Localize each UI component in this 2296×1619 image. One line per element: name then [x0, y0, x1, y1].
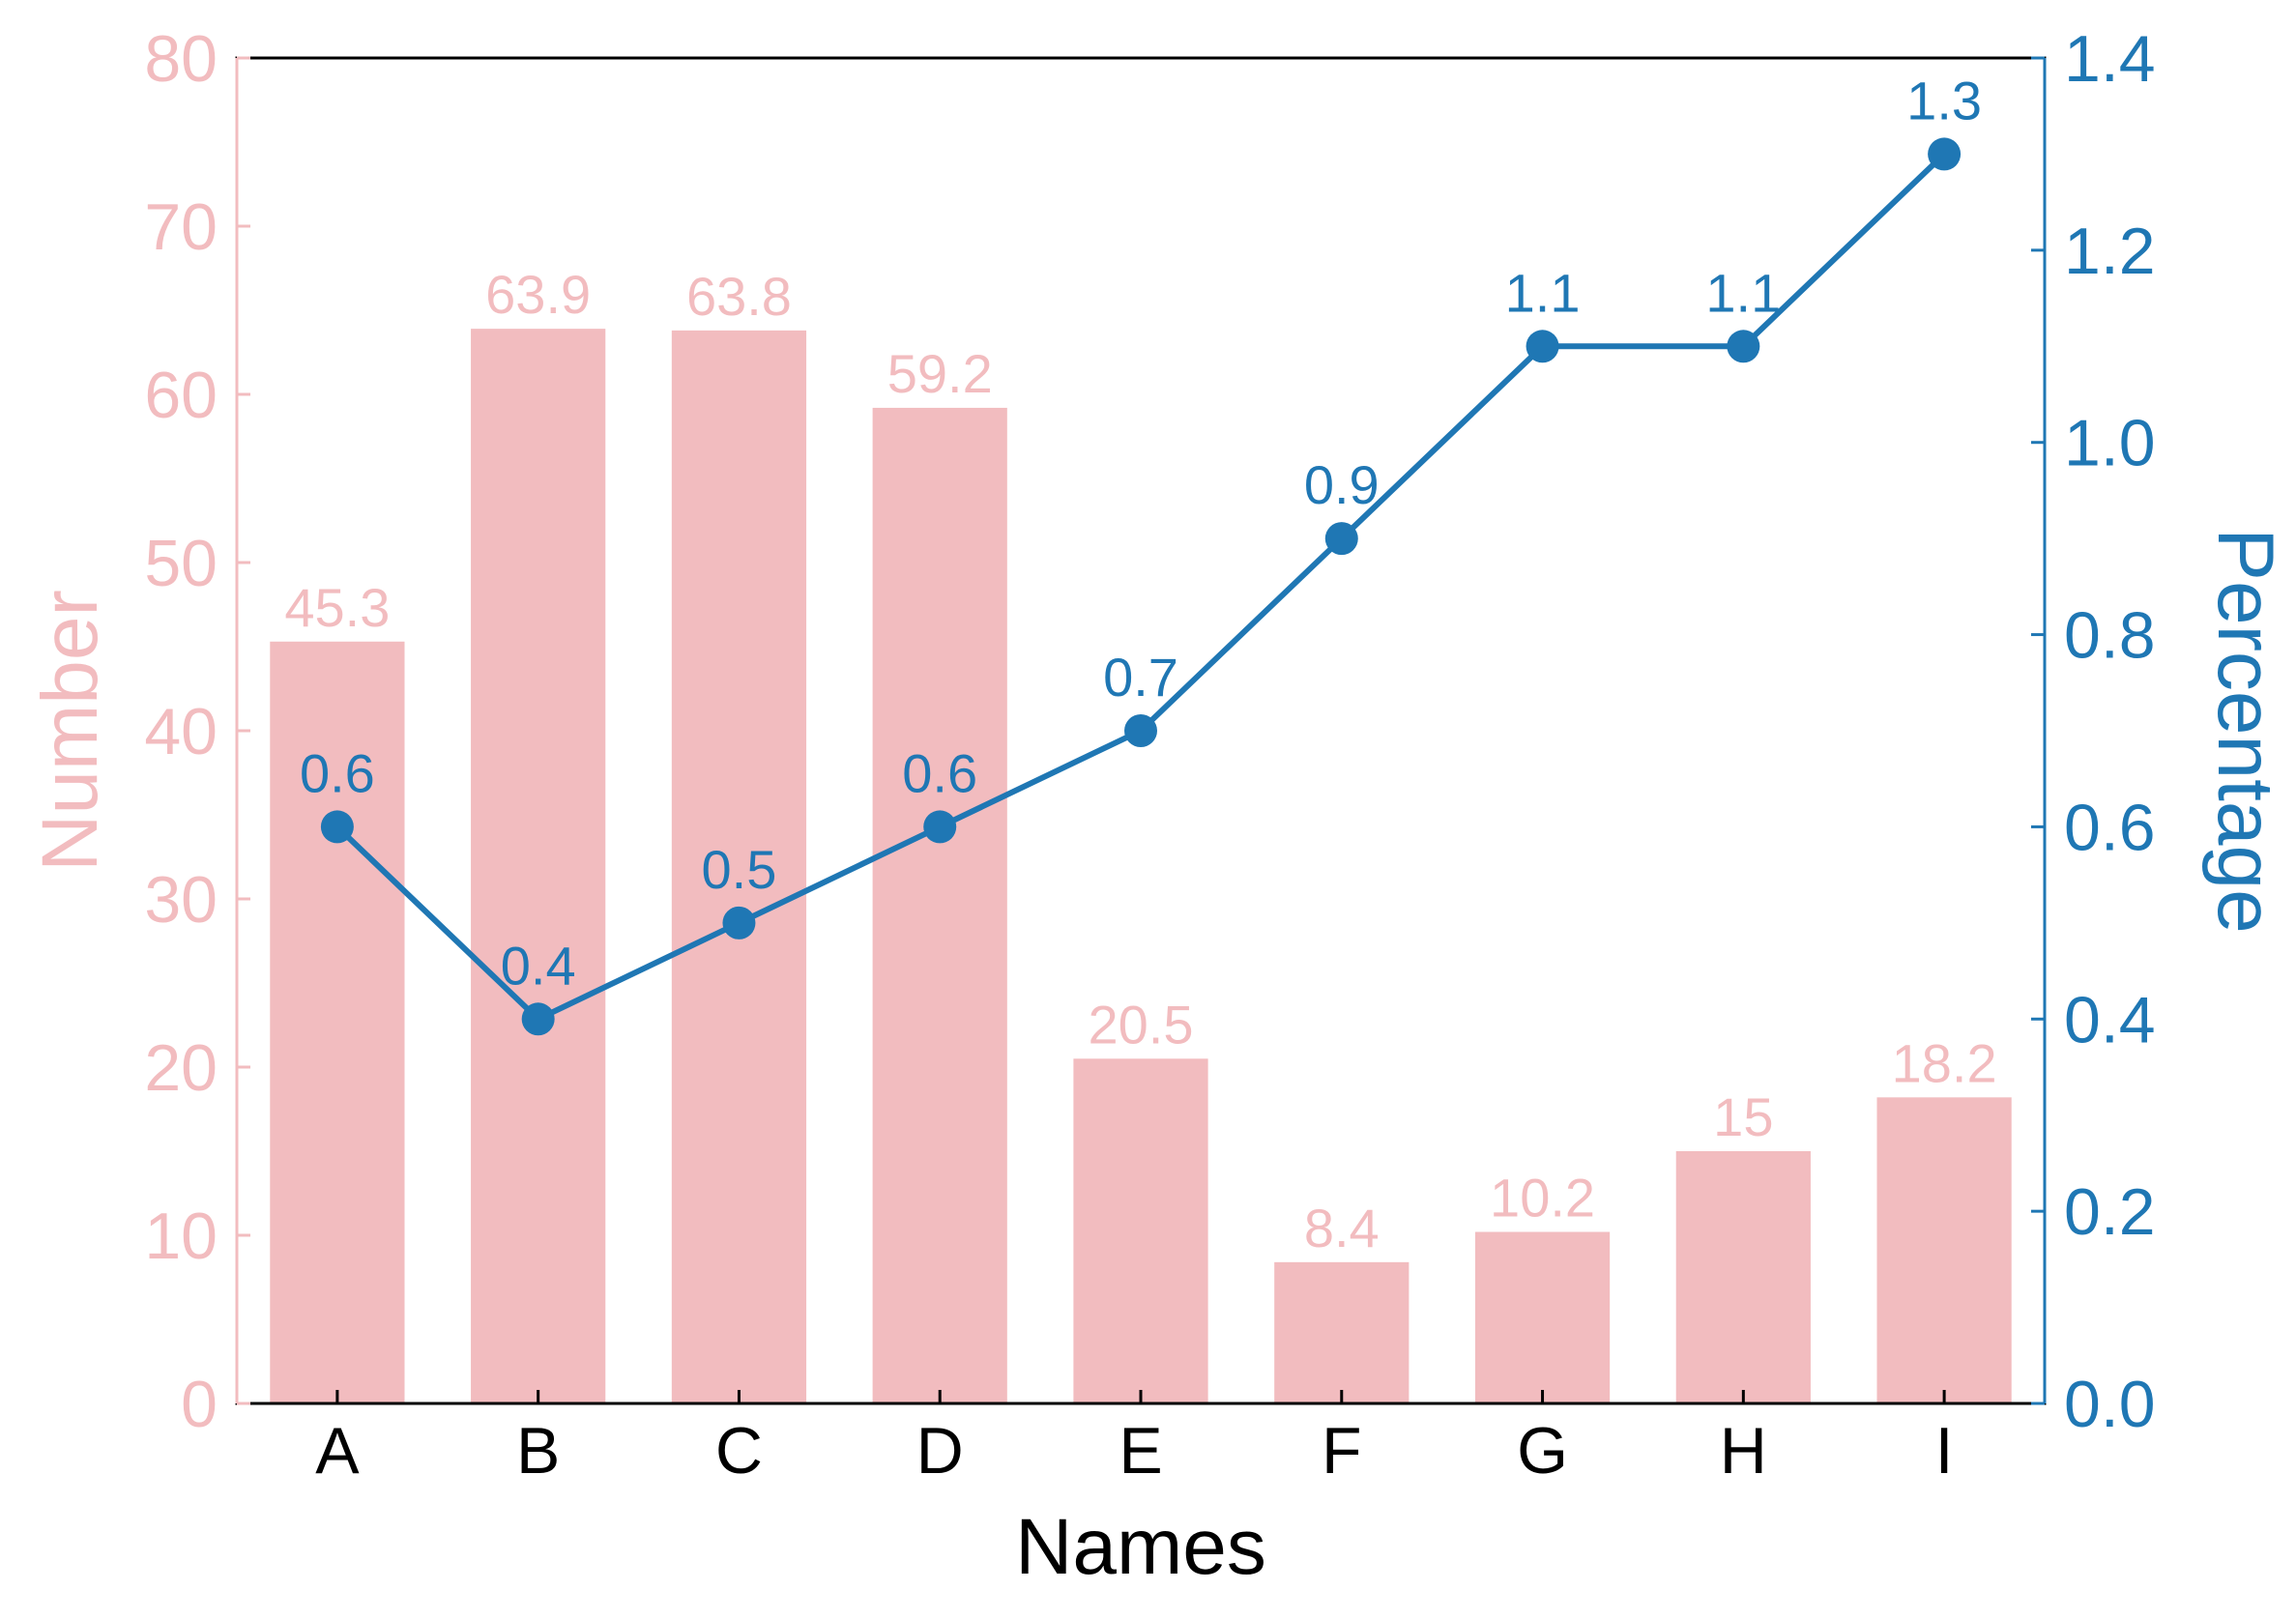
- bar-F: [1274, 1261, 1410, 1403]
- left-tick-label: 40: [144, 695, 218, 768]
- x-tick-label-G: G: [1517, 1414, 1568, 1488]
- bar-series: [270, 329, 2012, 1403]
- right-tick-label: 1.0: [2064, 407, 2156, 480]
- left-tick-label: 10: [144, 1200, 218, 1273]
- left-tick-label: 60: [144, 359, 218, 432]
- line-point-A: [320, 810, 354, 844]
- line-label-C: 0.5: [702, 839, 777, 900]
- bar-label-D: 59.2: [887, 343, 993, 404]
- line-point-B: [521, 1002, 555, 1036]
- right-tick-label: 0.4: [2064, 983, 2156, 1056]
- line-point-I: [1928, 137, 1962, 171]
- line-label-I: 1.3: [1906, 70, 1982, 130]
- left-tick-label: 50: [144, 527, 218, 600]
- line-point-F: [1324, 522, 1358, 556]
- line-label-D: 0.6: [902, 742, 977, 803]
- bar-E: [1073, 1058, 1208, 1403]
- bar-B: [471, 329, 606, 1403]
- bar-H: [1675, 1151, 1811, 1403]
- right-tick-label: 1.4: [2064, 22, 2156, 96]
- bar-G: [1474, 1231, 1611, 1403]
- bar-label-C: 63.8: [686, 266, 792, 327]
- right-axis-label: Percentage: [2201, 528, 2289, 933]
- right-tick-label: 0.2: [2064, 1175, 2156, 1249]
- line-point-G: [1526, 330, 1559, 363]
- right-tick-label: 1.2: [2064, 215, 2156, 288]
- line-point-E: [1124, 714, 1157, 747]
- bar-A: [270, 641, 405, 1403]
- bar-label-F: 8.4: [1304, 1198, 1380, 1258]
- line-data-labels: 0.6 0.4 0.5 0.6 0.7 0.9 1.1 1.1 1.3: [300, 70, 1982, 996]
- left-tick-label: 30: [144, 863, 218, 937]
- left-tick-label: 20: [144, 1031, 218, 1105]
- bar-data-labels: 45.3 63.9 63.8 59.2 20.5 8.4 10.2 15 18.2: [284, 264, 1996, 1258]
- line-point-C: [722, 906, 756, 940]
- x-axis-label: Names: [1015, 1503, 1266, 1591]
- line-label-E: 0.7: [1103, 647, 1178, 708]
- bar-label-I: 18.2: [1892, 1032, 1997, 1093]
- x-tick-label-H: H: [1720, 1414, 1767, 1488]
- right-axis-ticks: 0.0 0.2 0.4 0.6 0.8 1.0 1.2 1.4: [2031, 22, 2156, 1441]
- bar-I: [1876, 1097, 2012, 1403]
- bar-label-B: 63.9: [485, 264, 591, 325]
- left-tick-label: 70: [144, 190, 218, 264]
- line-point-D: [923, 810, 957, 844]
- right-tick-label: 0.0: [2064, 1368, 2156, 1441]
- x-tick-label-D: D: [916, 1414, 964, 1488]
- bar-label-E: 20.5: [1089, 994, 1194, 1055]
- line-point-H: [1727, 330, 1760, 363]
- left-axis-label: Number: [26, 590, 114, 872]
- x-tick-label-B: B: [516, 1414, 560, 1488]
- bar-D: [872, 407, 1007, 1403]
- x-axis-ticks: A B C D E F G H I: [315, 1390, 1954, 1488]
- bar-label-H: 15: [1713, 1086, 1773, 1147]
- left-tick-label: 80: [144, 22, 218, 96]
- bar-C: [671, 330, 807, 1403]
- x-tick-label-A: A: [315, 1414, 360, 1488]
- line-label-A: 0.6: [300, 742, 375, 803]
- x-tick-label-C: C: [715, 1414, 763, 1488]
- x-tick-label-I: I: [1935, 1414, 1954, 1488]
- line-series: [320, 137, 1962, 1036]
- line-label-F: 0.9: [1304, 454, 1380, 515]
- x-tick-label-E: E: [1119, 1414, 1162, 1488]
- left-axis-ticks: 0 10 20 30 40 50 60 70 80: [144, 22, 250, 1441]
- left-tick-label: 0: [181, 1368, 218, 1441]
- bar-label-A: 45.3: [284, 577, 390, 638]
- line-label-H: 1.1: [1705, 262, 1781, 323]
- line-label-G: 1.1: [1505, 262, 1581, 323]
- line-label-B: 0.4: [501, 935, 576, 996]
- bar-label-G: 10.2: [1490, 1168, 1595, 1229]
- x-tick-label-F: F: [1322, 1414, 1362, 1488]
- right-tick-label: 0.8: [2064, 599, 2156, 673]
- right-tick-label: 0.6: [2064, 791, 2156, 864]
